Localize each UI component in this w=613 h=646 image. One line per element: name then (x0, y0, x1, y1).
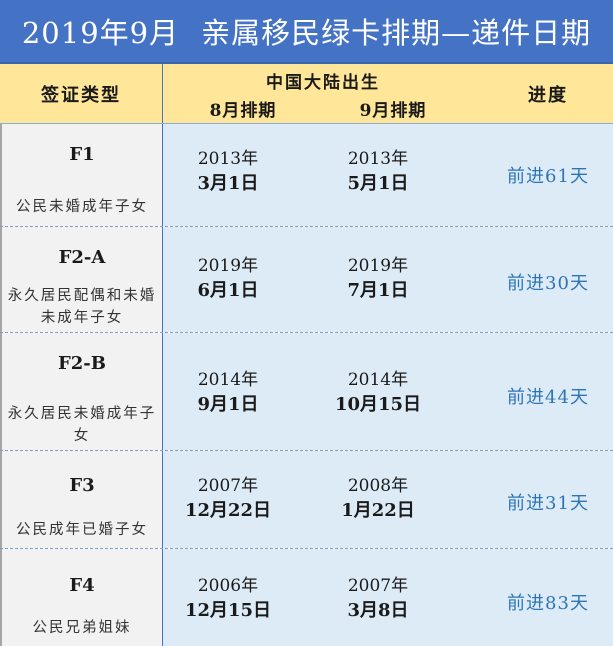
aug-month-day: 12月15日 (184, 600, 272, 621)
visa-description: 公民成年已婚子女 (16, 522, 148, 538)
sep-month-day: 3月8日 (347, 600, 409, 621)
title-date: 2019年9月 (21, 16, 180, 50)
sep-month-day: 5月1日 (347, 173, 409, 194)
progress-value: 前进83天 (507, 593, 589, 614)
visa-code: F3 (69, 475, 95, 496)
aug-month-day: 6月1日 (197, 280, 259, 301)
table-row: F2-B 永久居民未婚成年子女 2014年 9月1日 2014年 10月15日 … (0, 333, 613, 451)
sep-date: 2013年 5月1日 (313, 148, 443, 198)
visa-code: F1 (69, 144, 95, 165)
visa-type-cell: F2-A 永久居民配偶和未婚未成年子女 (0, 227, 163, 332)
data-cell: 2007年 12月22日 2008年 1月22日 前进31天 (163, 451, 613, 548)
sep-month-day: 1月22日 (341, 500, 415, 521)
sep-year: 2014年 (347, 370, 409, 390)
progress-value: 前进30天 (507, 273, 589, 294)
visa-type-cell: F2-B 永久居民未婚成年子女 (0, 333, 163, 450)
visa-description: 公民兄弟姐妹 (32, 620, 132, 636)
progress-value: 前进61天 (507, 166, 589, 187)
title-text: 亲属移民绿卡排期—递件日期 (201, 16, 592, 50)
sep-date: 2019年 7月1日 (313, 255, 443, 305)
table-row: F4 公民兄弟姐妹 2006年 12月15日 2007年 3月8日 前进83天 (0, 549, 613, 646)
header-visa-type: 签证类型 (0, 64, 163, 123)
aug-year: 2019年 (197, 256, 259, 276)
aug-year: 2013年 (197, 149, 259, 169)
aug-month-day: 9月1日 (197, 394, 259, 415)
visa-description: 永久居民未婚成年子女 (7, 406, 157, 444)
data-cell: 2006年 12月15日 2007年 3月8日 前进83天 (163, 549, 613, 646)
header-aug-bulletin: 8月排期 (209, 101, 277, 121)
aug-year: 2007年 (197, 476, 259, 496)
aug-month-day: 12月22日 (184, 500, 272, 521)
visa-description: 公民未婚成年子女 (16, 199, 148, 215)
sep-year: 2008年 (347, 476, 409, 496)
aug-date: 2007年 12月22日 (163, 475, 293, 525)
aug-date: 2013年 3月1日 (163, 148, 293, 198)
title-bar: 2019年9月 亲属移民绿卡排期—递件日期 (0, 0, 613, 64)
visa-code: F2-B (58, 353, 106, 374)
data-cell: 2019年 6月1日 2019年 7月1日 前进30天 (163, 227, 613, 332)
aug-year: 2014年 (197, 370, 259, 390)
data-cell: 2013年 3月1日 2013年 5月1日 前进61天 (163, 124, 613, 226)
header-region: 中国大陆出生 (266, 73, 380, 93)
visa-type-cell: F3 公民成年已婚子女 (0, 451, 163, 548)
header-progress: 进度 (528, 84, 568, 106)
table-body: F1 公民未婚成年子女 2013年 3月1日 2013年 5月1日 前进61天 … (0, 124, 613, 646)
visa-code: F4 (69, 575, 95, 596)
visa-code: F2-A (58, 247, 106, 268)
aug-date: 2006年 12月15日 (163, 575, 293, 625)
header-sep-bulletin: 9月排期 (359, 101, 427, 121)
table-row: F3 公民成年已婚子女 2007年 12月22日 2008年 1月22日 前进3… (0, 451, 613, 549)
aug-date: 2014年 9月1日 (163, 369, 293, 419)
table-row: F1 公民未婚成年子女 2013年 3月1日 2013年 5月1日 前进61天 (0, 124, 613, 227)
aug-date: 2019年 6月1日 (163, 255, 293, 305)
sep-month-day: 10月15日 (334, 394, 422, 415)
progress-value: 前进44天 (507, 387, 589, 408)
sep-date: 2007年 3月8日 (313, 575, 443, 625)
sep-month-day: 7月1日 (347, 280, 409, 301)
table-header: 签证类型 中国大陆出生 8月排期 9月排期 进度 (0, 64, 613, 124)
visa-description: 永久居民配偶和未婚未成年子女 (7, 288, 157, 326)
progress-value: 前进31天 (507, 493, 589, 514)
data-cell: 2014年 9月1日 2014年 10月15日 前进44天 (163, 333, 613, 450)
sep-date: 2014年 10月15日 (313, 369, 443, 419)
aug-year: 2006年 (197, 576, 259, 596)
sep-year: 2019年 (347, 256, 409, 276)
visa-type-cell: F4 公民兄弟姐妹 (0, 549, 163, 646)
visa-type-cell: F1 公民未婚成年子女 (0, 124, 163, 226)
sep-year: 2007年 (347, 576, 409, 596)
table-row: F2-A 永久居民配偶和未婚未成年子女 2019年 6月1日 2019年 7月1… (0, 227, 613, 333)
sep-date: 2008年 1月22日 (313, 475, 443, 525)
sep-year: 2013年 (347, 149, 409, 169)
aug-month-day: 3月1日 (197, 173, 259, 194)
